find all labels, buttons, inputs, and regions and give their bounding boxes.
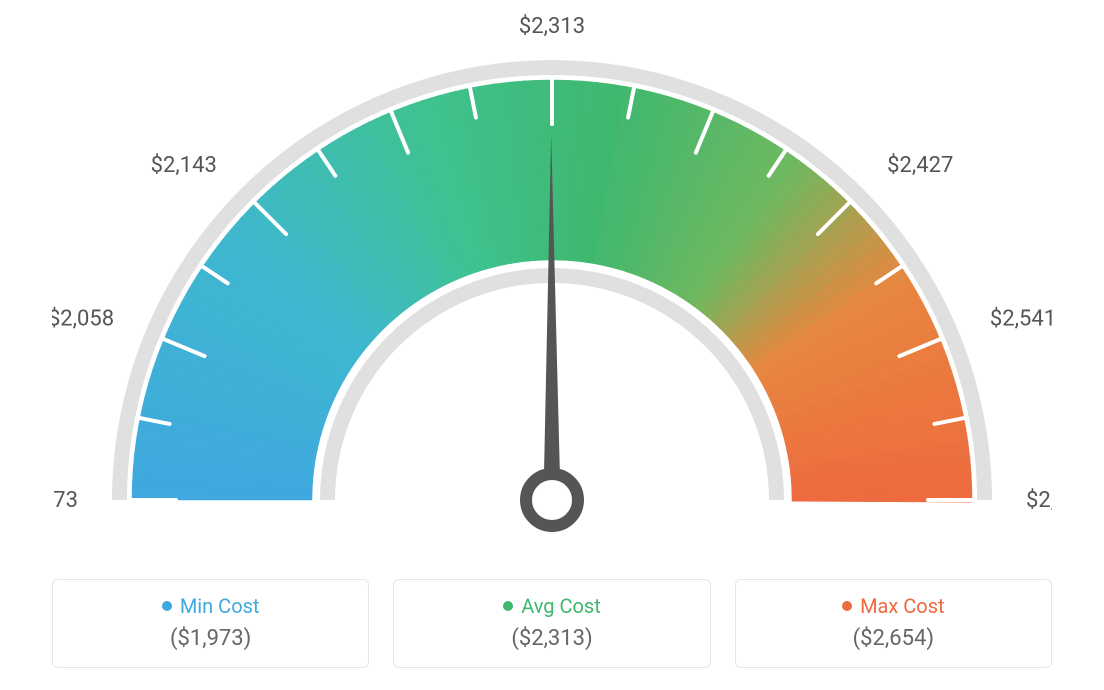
svg-text:$2,541: $2,541 xyxy=(990,307,1052,332)
avg-cost-title: Avg Cost xyxy=(503,594,601,618)
dot-icon xyxy=(162,601,172,611)
dot-icon xyxy=(503,601,513,611)
svg-text:$2,313: $2,313 xyxy=(519,14,585,39)
summary-cards: Min Cost ($1,973) Avg Cost ($2,313) Max … xyxy=(52,579,1052,668)
svg-text:$1,973: $1,973 xyxy=(52,488,78,513)
max-cost-label: Max Cost xyxy=(860,594,945,618)
max-cost-card: Max Cost ($2,654) xyxy=(735,579,1052,668)
svg-text:$2,058: $2,058 xyxy=(52,307,114,332)
gauge-chart: $1,973 $2,058 $2,143 $2,313 $2,427 $2,541 $2,6… xyxy=(52,10,1052,570)
max-cost-title: Max Cost xyxy=(842,594,945,618)
min-cost-label: Min Cost xyxy=(180,594,260,618)
min-cost-card: Min Cost ($1,973) xyxy=(52,579,369,668)
min-cost-value: ($1,973) xyxy=(63,626,358,651)
max-cost-value: ($2,654) xyxy=(746,626,1041,651)
avg-cost-card: Avg Cost ($2,313) xyxy=(393,579,710,668)
avg-cost-label: Avg Cost xyxy=(521,594,601,618)
dot-icon xyxy=(842,601,852,611)
svg-text:$2,654: $2,654 xyxy=(1026,488,1052,513)
svg-text:$2,427: $2,427 xyxy=(887,153,953,178)
min-cost-title: Min Cost xyxy=(162,594,260,618)
avg-cost-value: ($2,313) xyxy=(404,626,699,651)
svg-text:$2,143: $2,143 xyxy=(151,153,217,178)
gauge-svg: $1,973 $2,058 $2,143 $2,313 $2,427 $2,541 $2,6… xyxy=(52,10,1052,570)
